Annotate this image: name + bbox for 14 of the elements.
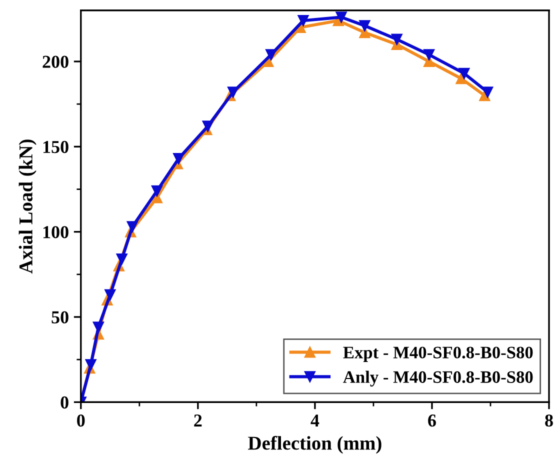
x-tick-label: 8 [545, 414, 553, 427]
legend-label: Expt - M40-SF0.8-B0-S80 [343, 346, 533, 362]
y-tick-label: 150 [43, 140, 68, 154]
y-axis-title: Axial Load (kN) [18, 140, 36, 274]
y-tick-label: 0 [60, 396, 68, 409]
x-tick-label: 6 [428, 414, 436, 427]
x-tick-label: 2 [194, 414, 202, 426]
y-tick-label: 50 [52, 311, 68, 324]
x-axis-title: Deflection (mm) [248, 436, 382, 454]
y-tick-label: 200 [42, 56, 68, 68]
x-tick-label: 0 [77, 414, 85, 427]
legend-label: Anly - M40-SF0.8-B0-S80 [343, 370, 533, 387]
x-tick-label: 4 [310, 414, 320, 426]
y-tick-label: 100 [43, 226, 68, 238]
